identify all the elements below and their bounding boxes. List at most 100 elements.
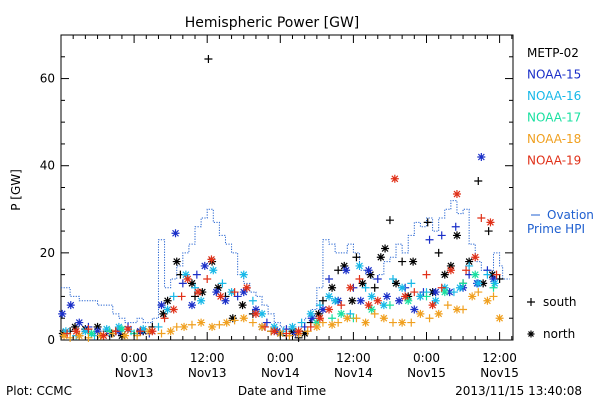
y-tick-label: 0 <box>47 333 55 347</box>
metp-02-north-point <box>163 296 172 305</box>
noaa-18-south-point <box>425 314 434 323</box>
noaa-16-north-point <box>197 296 206 305</box>
noaa-15-south-point <box>425 235 434 244</box>
noaa-18-north-point <box>120 331 129 340</box>
metp-02-north-point <box>348 296 357 305</box>
noaa-18-south-point <box>230 316 239 325</box>
noaa-16-north-point <box>163 305 172 314</box>
noaa-19-south-point <box>337 301 346 310</box>
noaa-19-north-point <box>325 305 334 314</box>
y-axis-label: P [GW] <box>9 169 23 211</box>
noaa-16-north-point <box>355 261 364 270</box>
legend-entry-noaa-16: NOAA-16 <box>527 89 581 103</box>
metp-02-south-point <box>423 218 432 227</box>
noaa-18-south-point <box>215 320 224 329</box>
noaa-15-north-point <box>431 288 440 297</box>
noaa-17-north-point <box>87 329 96 338</box>
noaa-16-north-point <box>398 283 407 292</box>
noaa-19-south-point <box>437 283 446 292</box>
y-tick-label: 60 <box>40 72 55 86</box>
metp-02-north-point <box>366 270 375 279</box>
metp-02-north-point <box>358 279 367 288</box>
metp-02-north-point <box>238 301 247 310</box>
metp-02-south-point <box>191 292 200 301</box>
noaa-18-south-point <box>248 318 257 327</box>
noaa-19-south-point <box>261 322 270 331</box>
x-axis-label: Date and Time <box>238 384 326 398</box>
plot-credit: Plot: CCMC <box>6 384 72 398</box>
noaa-15-north-point <box>58 309 67 318</box>
x-tick-date-label: Nov14 <box>261 366 300 380</box>
noaa-16-north-point <box>367 292 376 301</box>
noaa-19-south-point <box>111 327 120 336</box>
noaa-16-north-point <box>288 322 297 331</box>
noaa-15-north-point <box>477 153 486 161</box>
noaa-16-north-point <box>416 292 425 301</box>
noaa-15-south-point <box>262 318 271 327</box>
noaa-15-north-point <box>212 288 221 297</box>
noaa-19-south-point <box>462 266 471 275</box>
legend: METP-02 NOAA-15 NOAA-16 NOAA-17 NOAA-18 NOAA-… <box>527 46 594 341</box>
noaa-15-north-point <box>239 288 248 297</box>
noaa-15-north-point <box>342 266 351 275</box>
noaa-15-north-point <box>200 261 209 270</box>
symbol-north-label: north <box>543 327 575 341</box>
noaa-18-south-point <box>352 314 361 323</box>
noaa-19-south-point <box>422 270 431 279</box>
noaa-19-north-point <box>294 327 303 336</box>
noaa-15-south-point <box>233 292 242 301</box>
noaa-17-south-point <box>385 301 394 310</box>
noaa-16-south-point <box>449 288 458 297</box>
noaa-19-north-point <box>169 305 178 314</box>
noaa-18-south-point <box>443 301 452 310</box>
noaa-19-north-point <box>452 190 461 199</box>
noaa-16-north-point <box>325 292 334 301</box>
x-tick-time-label: 0:00 <box>121 351 148 365</box>
noaa-15-north-point <box>489 275 498 283</box>
noaa-19-north-point <box>194 288 203 297</box>
metp-02-north-point <box>58 329 67 338</box>
noaa-15-north-point <box>221 296 230 305</box>
metp-02-south-point <box>204 54 213 63</box>
legend-entry-noaa-18: NOAA-18 <box>527 132 581 146</box>
metp-02-south-point <box>318 296 327 305</box>
noaa-19-north-point <box>207 255 216 264</box>
noaa-15-north-point <box>93 327 102 336</box>
noaa-18-north-point <box>379 314 388 323</box>
noaa-19-north-point <box>446 266 455 275</box>
noaa-19-north-point <box>364 301 373 310</box>
noaa-15-south-point <box>178 279 187 288</box>
metp-02-north-point <box>409 257 418 266</box>
noaa-16-north-point <box>456 283 465 292</box>
legend-entry-noaa-15: NOAA-15 <box>527 68 581 82</box>
noaa-16-south-point <box>191 283 200 292</box>
noaa-18-south-point <box>388 318 397 327</box>
x-tick-date-label: Nov13 <box>115 366 154 380</box>
noaa-19-south-point <box>410 288 419 297</box>
metp-02-south-point <box>398 257 407 266</box>
noaa-18-south-point <box>459 305 468 314</box>
noaa-18-north-point <box>75 331 84 340</box>
metp-02-north-point <box>440 270 449 279</box>
noaa-19-south-point <box>160 314 169 323</box>
x-tick-date-label: Nov13 <box>188 366 227 380</box>
noaa-18-south-point <box>187 320 196 329</box>
axis-ticks: 02040600:00Nov1312:00Nov130:00Nov1412:00… <box>40 34 519 380</box>
noaa-16-south-point <box>218 279 227 288</box>
noaa-16-north-point <box>258 309 267 318</box>
y-tick-label: 40 <box>40 159 55 173</box>
noaa-19-north-point <box>99 331 108 340</box>
noaa-18-north-point <box>60 331 69 340</box>
noaa-16-north-point <box>114 322 123 331</box>
noaa-17-north-point <box>312 318 321 327</box>
legend-entry-noaa-17: NOAA-17 <box>527 111 581 125</box>
noaa-19-south-point <box>306 322 315 331</box>
noaa-18-south-point <box>172 322 181 331</box>
noaa-19-north-point <box>390 174 399 183</box>
metp-02-north-point <box>376 253 385 262</box>
metp-02-north-point <box>452 231 461 240</box>
metp-02-north-point <box>214 283 223 292</box>
noaa-15-north-point <box>75 318 84 327</box>
noaa-15-south-point <box>373 275 382 283</box>
